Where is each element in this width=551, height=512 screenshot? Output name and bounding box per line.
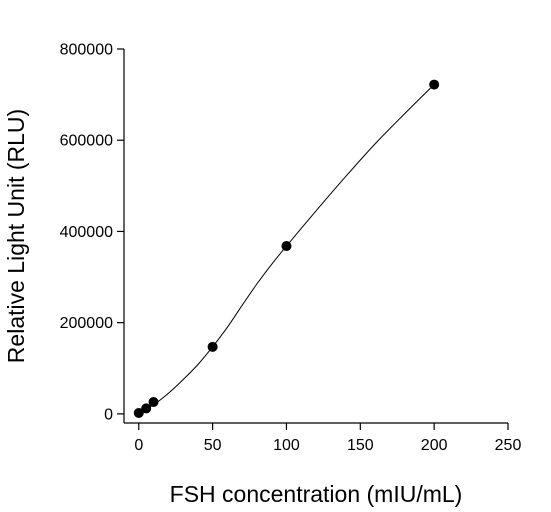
y-ticks: 0 200000 400000 600000 800000 [60,42,124,423]
x-axis-title: FSH concentration (mIU/mL) [170,481,463,507]
x-tick-label: 50 [204,437,222,454]
plot-area [123,49,508,424]
x-ticks: 0 50 100 150 200 250 [134,423,521,454]
x-tick-label: 100 [273,437,300,454]
data-point [141,403,152,414]
y-tick-label: 800000 [60,42,113,59]
data-point [148,397,159,408]
x-tick-label: 250 [495,437,522,454]
y-tick-label: 600000 [60,133,113,150]
x-tick-label: 200 [421,437,448,454]
x-tick-label: 150 [347,437,374,454]
y-axis-title: Relative Light Unit (RLU) [3,109,29,363]
y-tick-label: 0 [104,406,113,423]
data-point [429,79,440,90]
y-tick-label: 200000 [60,315,113,332]
data-point [133,407,144,418]
x-tick-label: 0 [134,437,143,454]
data-point [207,341,218,352]
fit-curve [138,84,435,414]
y-tick-label: 400000 [60,224,113,241]
data-points [133,79,440,418]
data-point [281,241,292,252]
